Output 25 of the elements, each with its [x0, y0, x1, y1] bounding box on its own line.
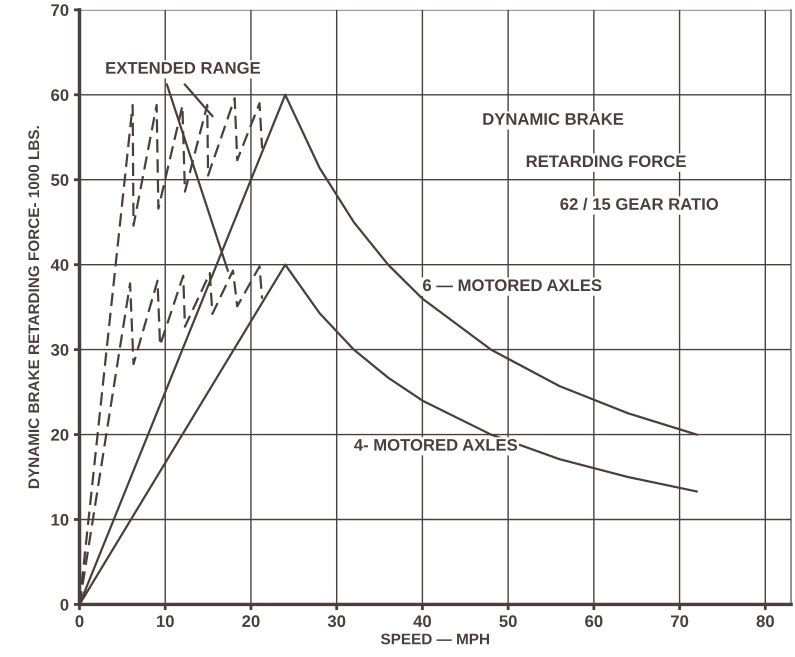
y-tick-label: 60	[51, 89, 68, 101]
x-tick-label: 0	[76, 615, 84, 628]
x-tick-label: 10	[157, 615, 174, 628]
x-tick-label: 60	[585, 615, 602, 628]
x-tick-label: 80	[756, 615, 774, 628]
x-tick-label: 50	[499, 615, 517, 628]
y-tick-label: 70	[51, 4, 68, 16]
annotation: 62 / 15 GEAR RATIO	[560, 198, 718, 210]
x-tick-label: 40	[413, 615, 431, 628]
x-tick-label: 30	[328, 615, 346, 628]
annotation: DYNAMIC BRAKE	[483, 113, 624, 125]
y-axis-title: DYNAMIC BRAKE RETARDING FORCE- 1000 LBS.	[28, 126, 40, 488]
y-tick-label: 0	[60, 598, 68, 611]
annotation: EXTENDED RANGE	[106, 62, 260, 74]
y-tick-label: 20	[51, 428, 68, 441]
series-label: 4- MOTORED AXLES	[354, 439, 518, 451]
y-tick-label: 40	[50, 259, 68, 271]
x-axis-title: SPEED — MPH	[380, 634, 489, 644]
y-tick-label: 10	[52, 514, 68, 526]
x-tick-label: 70	[671, 615, 688, 628]
annotation: RETARDING FORCE	[526, 155, 686, 168]
y-tick-label: 30	[50, 344, 68, 356]
x-tick-label: 20	[242, 615, 260, 628]
series-label: 6 — MOTORED AXLES	[423, 279, 602, 292]
y-tick-label: 50	[51, 174, 68, 186]
